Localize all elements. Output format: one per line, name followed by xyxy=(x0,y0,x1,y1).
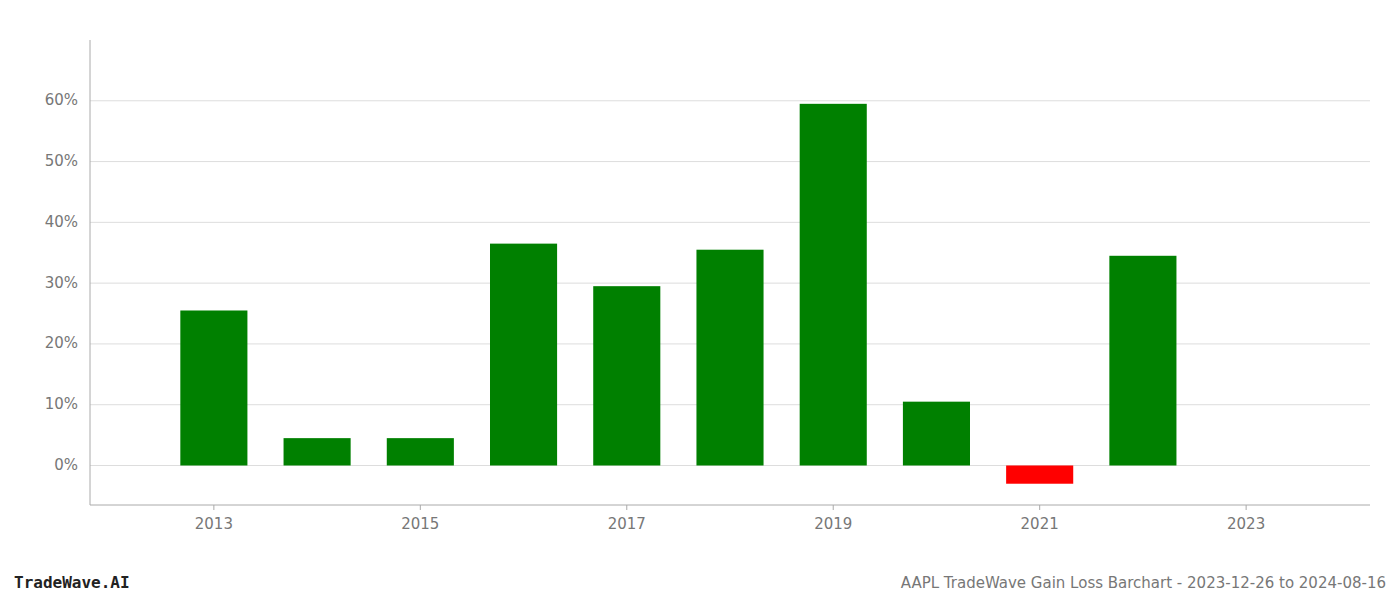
x-tick xyxy=(626,505,627,510)
bar xyxy=(1109,256,1176,466)
x-tick-label: 2013 xyxy=(195,515,233,533)
bar xyxy=(490,244,557,466)
bar xyxy=(1006,465,1073,483)
bar xyxy=(593,286,660,465)
x-tick xyxy=(1246,505,1247,510)
grid-line xyxy=(90,222,1370,223)
bar xyxy=(903,402,970,466)
y-tick-label: 60% xyxy=(45,91,78,109)
x-tick-label: 2015 xyxy=(401,515,439,533)
bars xyxy=(180,104,1176,484)
title: AAPL TradeWave Gain Loss Barchart - 2023… xyxy=(901,574,1386,592)
bar xyxy=(696,250,763,466)
y-tick-label: 30% xyxy=(45,274,78,292)
watermark: TradeWave.AI xyxy=(14,573,130,592)
y-tick-label: 40% xyxy=(45,213,78,231)
grid xyxy=(90,101,1370,466)
bar xyxy=(284,438,351,465)
grid-line xyxy=(90,161,1370,162)
x-tick-label: 2019 xyxy=(814,515,852,533)
x-tick xyxy=(833,505,834,510)
x-tick xyxy=(420,505,421,510)
x-tick-label: 2023 xyxy=(1227,515,1265,533)
y-tick-label: 50% xyxy=(45,152,78,170)
x-tick-label: 2017 xyxy=(608,515,646,533)
x-tick xyxy=(1039,505,1040,510)
x-tick xyxy=(213,505,214,510)
bar xyxy=(180,310,247,465)
chart: 0% 10% 20% 30% 40% 50% 60% 2013 2015 2017 2019 2021… xyxy=(0,0,1400,600)
grid-line xyxy=(90,100,1370,101)
x-axis-line xyxy=(90,505,1370,506)
bar xyxy=(800,104,867,466)
bar xyxy=(387,438,454,465)
y-tick-label: 10% xyxy=(45,395,78,413)
y-tick-label: 0% xyxy=(54,456,78,474)
x-tick-label: 2021 xyxy=(1021,515,1059,533)
y-axis-line xyxy=(90,40,91,505)
y-tick-label: 20% xyxy=(45,334,78,352)
